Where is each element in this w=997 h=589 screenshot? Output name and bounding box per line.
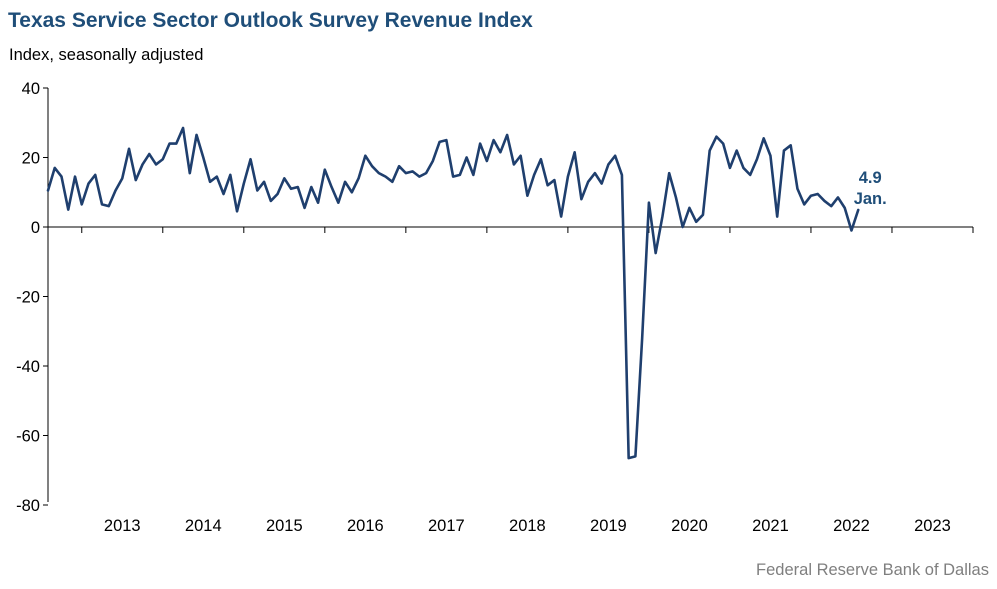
- y-tick-label: 40: [22, 80, 40, 98]
- annotation-value: 4.9: [859, 169, 882, 187]
- x-tick-label: 2023: [914, 517, 951, 535]
- x-tick-label: 2022: [833, 517, 870, 535]
- x-tick-label: 2019: [590, 517, 627, 535]
- axes: [43, 87, 974, 506]
- y-tick-label: -80: [16, 497, 40, 515]
- y-axis-label: Index, seasonally adjusted: [9, 46, 204, 64]
- y-tick-labels: 40 20 0 -20 -40 -60 -80: [16, 80, 40, 515]
- x-tick-label: 2014: [185, 517, 222, 535]
- source-note: Federal Reserve Bank of Dallas: [756, 561, 989, 579]
- chart-title: Texas Service Sector Outlook Survey Reve…: [8, 9, 533, 32]
- x-tick-label: 2017: [428, 517, 465, 535]
- annotation-group: 4.9 Jan.: [854, 169, 887, 208]
- x-tick-label: 2021: [752, 517, 789, 535]
- series-group: [46, 126, 860, 460]
- x-tick-label: 2015: [266, 517, 303, 535]
- x-tick-label: 2016: [347, 517, 384, 535]
- y-tick-label: 20: [22, 150, 40, 168]
- y-tick-label: -20: [16, 289, 40, 307]
- y-tick-label: 0: [31, 219, 40, 237]
- revenue-index-line: [46, 126, 860, 460]
- x-tick-label: 2020: [671, 517, 708, 535]
- x-tick-label: 2013: [104, 517, 141, 535]
- y-tick-label: -40: [16, 358, 40, 376]
- x-tick-labels: 2013 2014 2015 2016 2017 2018 2019 2020 2021 2022…: [104, 517, 951, 535]
- y-tick-label: -60: [16, 428, 40, 446]
- annotation-month: Jan.: [854, 190, 887, 208]
- x-tick-label: 2018: [509, 517, 546, 535]
